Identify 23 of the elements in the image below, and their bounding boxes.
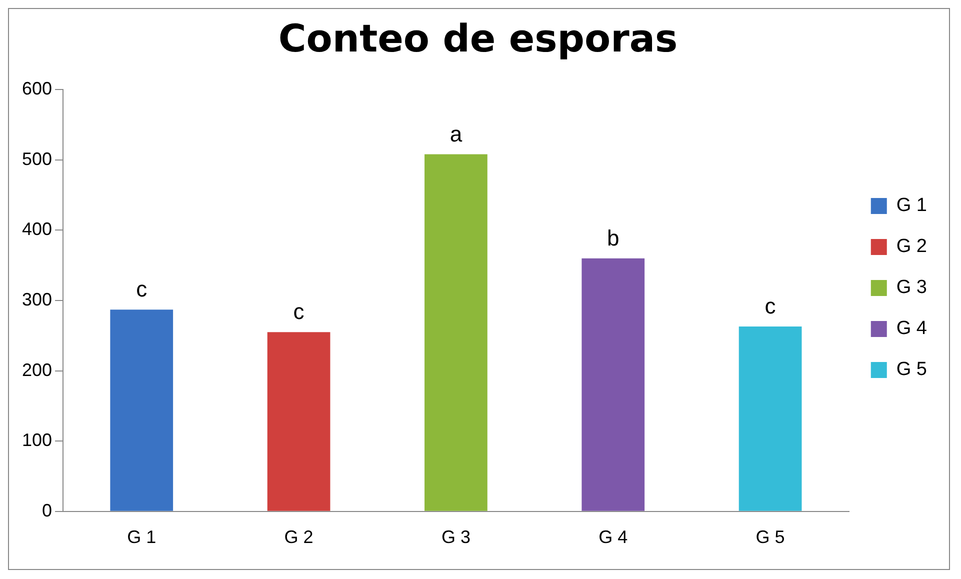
x-tick-label: G 4 — [598, 527, 628, 548]
legend-label: G 5 — [896, 359, 927, 380]
legend-label: G 4 — [896, 318, 928, 340]
y-tick-label: 100 — [22, 430, 52, 450]
y-tick-label: 400 — [22, 219, 52, 240]
legend-label: G 3 — [896, 277, 927, 298]
y-tick-label: 300 — [22, 289, 52, 310]
annotation: c — [136, 276, 148, 302]
annotation: a — [450, 121, 463, 146]
y-tick-label: 200 — [22, 360, 52, 380]
annotation: c — [764, 294, 776, 319]
annotation: b — [606, 225, 620, 250]
x-tick-label: G 3 — [441, 527, 470, 548]
x-tick-label: G 5 — [756, 527, 785, 548]
annotation: c — [293, 299, 304, 324]
y-tick-label: 500 — [22, 148, 52, 169]
legend-label: G 2 — [896, 236, 927, 258]
x-tick-label: G 1 — [127, 527, 156, 548]
x-tick-label: G 2 — [284, 527, 314, 548]
legend-label: G 1 — [896, 195, 927, 216]
y-tick-label: 600 — [22, 78, 52, 99]
chart-title: Conteo de esporas — [278, 16, 678, 61]
y-tick-label: 0 — [42, 500, 52, 520]
